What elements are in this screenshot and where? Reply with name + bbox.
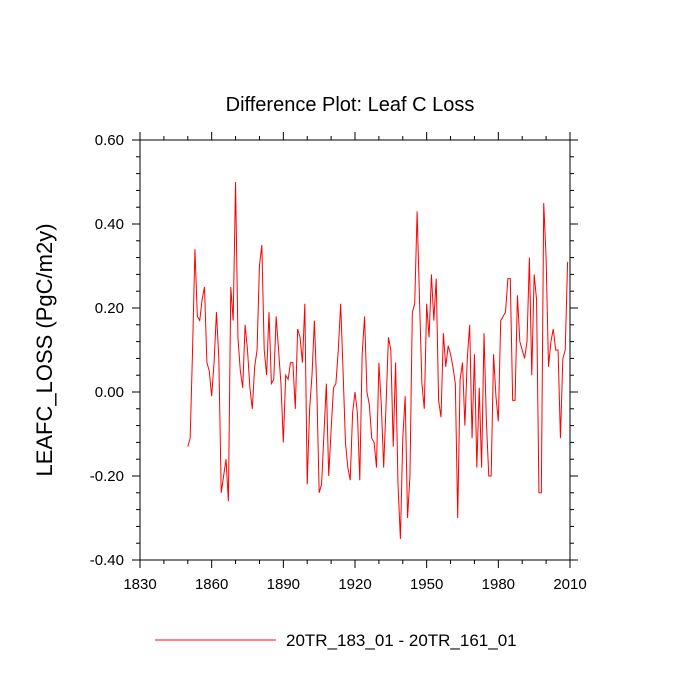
plot-border	[139, 139, 571, 561]
x-tick-label: 1920	[338, 576, 371, 593]
y-tick-label: 0.60	[95, 132, 124, 149]
y-tick-label: -0.20	[90, 468, 124, 485]
x-tick-label: 1890	[267, 576, 300, 593]
y-tick-label: -0.40	[90, 552, 124, 569]
x-tick-label: 1830	[123, 576, 156, 593]
series-line	[187, 181, 569, 540]
y-tick-label: 0.40	[95, 216, 124, 233]
legend: 20TR_183_01 - 20TR_161_01	[155, 631, 517, 650]
y-tick-label: 0.20	[95, 300, 124, 317]
chart-title: Difference Plot: Leaf C Loss	[226, 94, 475, 116]
y-axis-label: LEAFC_LOSS (PgC/m2y)	[32, 223, 57, 476]
legend-label: 20TR_183_01 - 20TR_161_01	[286, 631, 517, 650]
y-tick-label: 0.00	[95, 384, 124, 401]
x-tick-label: 2010	[553, 576, 586, 593]
x-tick-label: 1860	[195, 576, 228, 593]
x-tick-label: 1980	[482, 576, 515, 593]
x-tick-label: 1950	[410, 576, 443, 593]
